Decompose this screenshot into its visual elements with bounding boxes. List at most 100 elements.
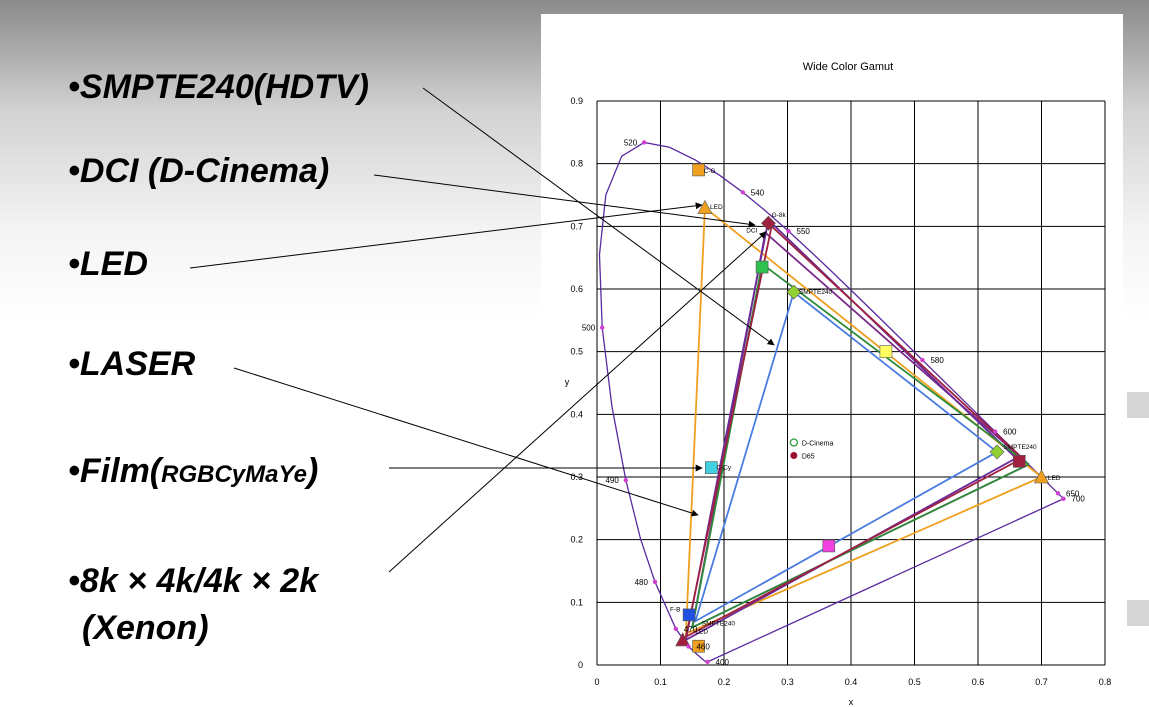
marker-triangle [675,632,691,647]
wavelength-point [740,190,745,195]
annotation-arrow [373,174,756,228]
wavelength-point [600,325,605,330]
gamut-series [684,205,1043,642]
point-label: SMPTE240 [702,621,736,628]
x-tick-label: 0.7 [1035,677,1048,687]
wavelength-label: 460 [696,642,710,651]
wavelength-label: 540 [751,188,765,197]
marker-square [879,345,893,358]
wavelength-point [652,579,658,585]
wavelength-label: 600 [1003,428,1017,437]
bullet-smpte240: •SMPTE240(HDTV) [68,68,369,106]
point-label: G-8k [772,212,787,219]
point-label: DCI [746,228,757,235]
point-label: C-Cy [716,464,732,471]
annotation-arrow [422,87,775,346]
x-tick-labels: 0 0.1 0.2 0.3 0.4 0.5 0.6 0.7 0.8 [594,677,1111,687]
y-tick-label: 0.7 [570,221,583,231]
decorative-shape [1127,600,1149,626]
wavelength-point [623,477,629,483]
x-tick-label: 0.4 [845,677,858,687]
marker-square [1012,455,1026,468]
point-label: LED [1048,475,1061,482]
spectral-locus [598,141,1065,663]
bullet-laser: •LASER [68,345,196,383]
y-tick-labels: 00.10.20.30.40.50.60.70.80.9 [570,96,583,670]
annotation-arrow [388,231,767,573]
y-tick-label: 0.8 [570,159,583,169]
wavelength-point [992,429,998,434]
x-axis-label: x [849,697,854,707]
y-tick-label: 0.1 [570,597,583,607]
annotation-arrow [189,202,703,269]
y-tick-label: 0.4 [570,409,583,419]
bullet-xenon-line2: (Xenon) [82,609,209,647]
legend-label: D-Cinema [802,441,834,448]
wavelength-label: 480 [635,578,649,587]
chart-panel [541,14,1123,707]
x-tick-label: 0.2 [718,677,731,687]
film-label: •Film( [68,452,162,490]
x-tick-label: 0.3 [781,677,794,687]
bullet-xenon-line1: •8k × 4k/4k × 2k [68,562,319,600]
legend-label: D65 [802,454,815,461]
wavelength-point [705,659,710,665]
x-tick-label: 0.6 [972,677,985,687]
point-label: LED [695,629,708,636]
marker-square [755,260,769,274]
wavelength-label: 500 [582,324,596,333]
point-label: LED [710,204,723,211]
wavelength-label: 470 [684,625,698,634]
wavelength-label: 400 [716,658,730,667]
spectral-locus-line [598,141,1065,663]
wavelength-point [686,644,691,649]
annotation-arrow [233,367,699,517]
chart-title: Wide Color Gamut [803,61,893,73]
wavelength-point [786,228,791,234]
x-tick-label: 0.8 [1099,677,1112,687]
point-labels: C-G LED G-8k DCI SMPTE240 C-Cy SMPTE240 F-B SMPT… [670,168,1061,636]
y-tick-label: 0.6 [570,284,583,294]
wavelength-point [1055,491,1061,496]
gamut-triangle [691,262,1030,629]
x-tick-label: 0 [594,677,599,687]
point-label: SMPTE240 [1003,444,1037,451]
wavelength-label: 700 [1072,495,1086,504]
legend-marker [789,438,798,447]
y-axis-label: y [565,377,570,387]
marker-square [692,639,705,653]
film-label-small: RGBCyMaYe [161,461,307,488]
decorative-shape [1127,392,1149,418]
bullet-film: •Film(RGBCyMaYe) [68,451,318,495]
point-label: F-B [670,607,680,614]
point-label: C-G [704,168,716,175]
legend-marker [790,452,798,460]
bullet-led: •LED [68,245,148,283]
marker-triangle [1033,469,1050,484]
gamut-triangle [684,224,1024,639]
wavelength-point [641,140,647,145]
y-tick-label: 0.2 [570,535,583,545]
wavelength-label: 490 [605,476,619,485]
y-tick-label: 0.9 [570,96,583,106]
bullet-dci: •DCI (D-Cinema) [68,152,330,190]
annotation-arrows [189,87,775,573]
wavelength-point [1061,496,1066,501]
marker-square [692,163,705,177]
gamut-triangle [693,290,998,624]
wavelength-point [673,626,679,631]
grid [596,100,1106,666]
gamut-triangle [684,205,1043,636]
marker-diamond [761,215,776,231]
marker-diamond [989,444,1005,460]
marker-square [704,461,718,474]
film-label-end: ) [306,452,319,490]
wavelength-label: 550 [797,227,811,236]
legend: D-Cinema D65 [789,438,834,461]
wavelength-label: 580 [930,356,944,365]
marker-square [682,608,696,622]
y-tick-label: 0 [578,660,583,670]
wavelength-point [920,357,925,363]
